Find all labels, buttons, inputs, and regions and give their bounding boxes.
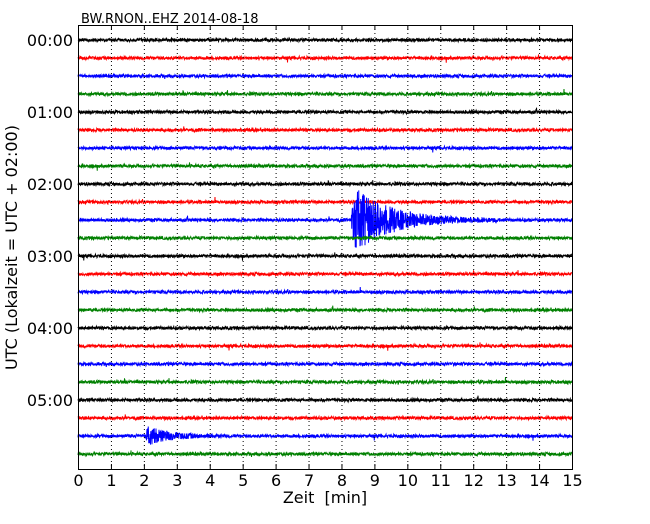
x-tick-label: 3 [172,471,182,490]
x-tick-label: 0 [73,471,83,490]
x-tick-label: 6 [271,471,281,490]
y-tick-label: 00:00 [27,31,73,50]
trace-line [77,450,573,458]
ticks-layer: 0 1 2 3 4 5 6 7 8 9 10 11 12 13 14 1500:0001:0002:0003:… [27,25,583,490]
x-tick-label: 4 [205,471,215,490]
trace-line [77,72,573,80]
y-tick-label: 04:00 [27,319,73,338]
traces-layer [77,36,573,458]
plot-frame [78,25,573,470]
trace-line [77,180,573,188]
trace-line [77,36,573,44]
x-tick-label: 14 [529,471,549,490]
trace-line [77,54,573,63]
trace-line [77,376,573,386]
trace-line [77,426,573,445]
x-tick-label: 7 [304,471,314,490]
trace-line [77,107,573,116]
x-tick-label: 1 [106,471,116,490]
y-tick-label: 03:00 [27,247,73,266]
x-tick-label: 2 [139,471,149,490]
trace-line [77,126,573,134]
trace-line [77,360,573,368]
trace-line [77,252,573,261]
trace-line [77,144,573,153]
x-tick-label: 13 [496,471,516,490]
chart-title: BW.RNON..EHZ 2014-08-18 [81,12,259,27]
x-tick-label: 8 [337,471,347,490]
y-tick-label: 01:00 [27,103,73,122]
trace-line [77,324,573,332]
trace-line [77,162,573,171]
trace-line [77,414,573,422]
grid-layer [110,25,541,469]
x-axis-label: Zeit [min] [282,488,368,507]
trace-line [77,286,573,296]
trace-line [77,88,573,98]
trace-line [77,196,573,206]
axes-layer [78,25,573,470]
trace-line [77,234,573,242]
trace-line [77,342,573,351]
trace-line [77,190,573,248]
x-tick-label: 11 [431,471,451,490]
x-tick-label: 9 [370,471,380,490]
x-tick-label: 5 [238,471,248,490]
y-axis-label: UTC (Lokalzeit = UTC + 02:00) [1,124,21,370]
trace-line [77,395,573,404]
y-tick-label: 02:00 [27,175,73,194]
trace-line [77,305,573,314]
x-tick-label: 15 [562,471,582,490]
x-tick-label: 12 [464,471,484,490]
x-tick-label: 10 [398,471,418,490]
trace-line [77,270,573,278]
y-tick-label: 05:00 [27,391,73,410]
